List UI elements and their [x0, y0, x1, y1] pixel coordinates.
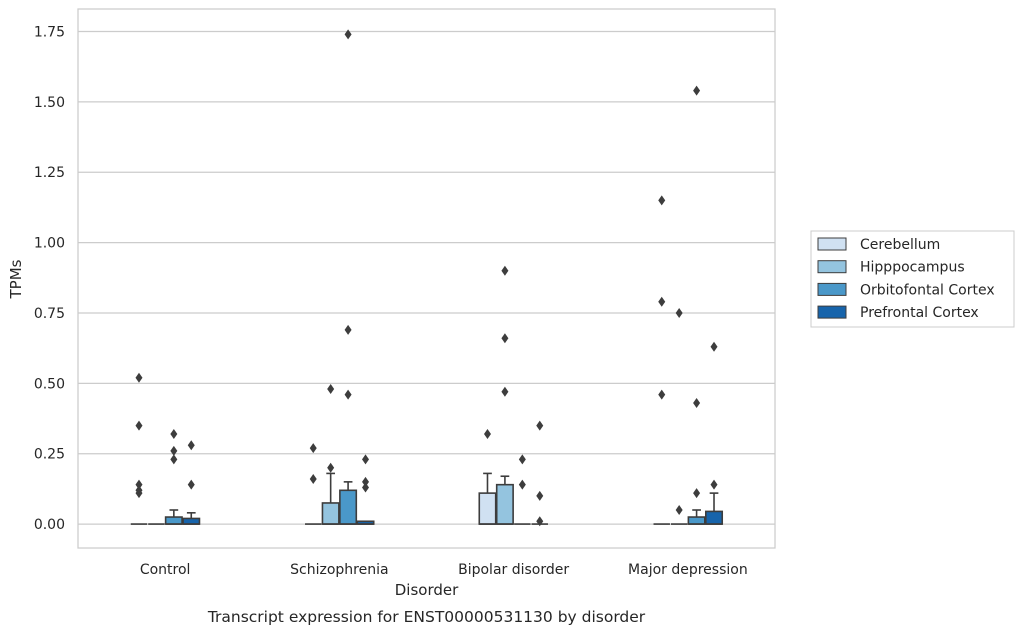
box	[670, 307, 688, 525]
y-tick-labels: 0.00 0.25 0.50 0.75 1.00 1.25 1.50 1.75	[34, 25, 65, 534]
outlier-point	[675, 307, 683, 318]
outlier-point	[135, 420, 143, 431]
legend-swatch	[817, 260, 847, 274]
box	[704, 341, 724, 525]
box-body	[687, 516, 706, 525]
outlier-point	[327, 462, 335, 473]
outlier-point	[362, 454, 370, 465]
outlier-point	[483, 429, 491, 440]
outlier-point	[536, 516, 544, 527]
outlier-point	[693, 85, 701, 96]
outlier-point	[710, 341, 718, 352]
outlier-point	[170, 429, 178, 440]
outlier-point	[675, 505, 683, 516]
outlier-point	[309, 474, 317, 485]
box-body	[704, 510, 724, 525]
box	[164, 429, 183, 525]
outlier-point	[170, 445, 178, 456]
x-tick-label: Major depression	[628, 562, 748, 578]
box-body	[164, 516, 183, 525]
outlier-point	[501, 333, 509, 344]
box-body	[182, 517, 201, 525]
outlier-point	[710, 479, 718, 490]
outlier-point	[693, 488, 701, 499]
outlier-point	[658, 195, 666, 206]
outlier-point	[135, 479, 143, 490]
box	[339, 29, 358, 525]
box	[356, 454, 375, 525]
outlier-point	[344, 324, 352, 335]
box-body	[321, 502, 340, 525]
outlier-point	[344, 29, 352, 40]
chart-caption: Transcript expression for ENST0000053113…	[207, 608, 646, 626]
outlier-point	[170, 454, 178, 465]
outlier-point	[362, 482, 370, 493]
box	[478, 429, 497, 525]
outlier-point	[658, 296, 666, 307]
plot-background	[78, 9, 775, 548]
outlier-point	[536, 490, 544, 501]
plot-frame	[77, 8, 776, 549]
outlier-point	[518, 454, 526, 465]
y-tick-label: 0.25	[34, 447, 65, 463]
outlier-point	[536, 420, 544, 431]
box	[531, 420, 548, 527]
outlier-point	[518, 479, 526, 490]
legend-label: Orbitofontal Cortex	[860, 282, 995, 298]
box	[321, 383, 340, 525]
box-body	[495, 483, 514, 525]
outlier-point	[135, 372, 143, 383]
y-axis-title: TPMs	[7, 259, 25, 299]
y-tick-label: 1.00	[34, 236, 65, 252]
boxes	[130, 29, 724, 527]
outlier-point	[309, 443, 317, 454]
box-body	[339, 489, 358, 525]
outlier-point	[693, 398, 701, 409]
x-axis-title: Disorder	[395, 581, 459, 599]
box-body	[478, 492, 497, 525]
outlier-point	[135, 488, 143, 499]
outlier-point	[187, 440, 195, 451]
y-tick-label: 1.75	[34, 25, 65, 41]
outlier-point	[501, 386, 509, 397]
outlier-point	[344, 389, 352, 400]
legend-swatch	[817, 282, 847, 296]
grid-lines	[78, 30, 775, 525]
x-tick-label: Bipolar disorder	[458, 562, 569, 578]
y-tick-label: 0.50	[34, 376, 65, 392]
box	[514, 454, 531, 525]
box	[495, 265, 514, 525]
outlier-point	[362, 476, 370, 487]
x-tick-labels: Control Schizophrenia Bipolar disorder Majo…	[140, 562, 748, 578]
x-tick-label: Control	[140, 562, 191, 578]
outlier-point	[501, 265, 509, 276]
box	[653, 195, 670, 525]
y-tick-label: 1.50	[34, 95, 65, 111]
legend-label: Prefrontal Cortex	[860, 305, 979, 321]
outlier-point	[327, 383, 335, 394]
y-tick-label: 0.00	[34, 517, 65, 533]
box	[182, 440, 201, 525]
legend-label: Cerebellum	[860, 237, 940, 253]
box	[687, 85, 706, 525]
y-tick-label: 1.25	[34, 165, 65, 181]
box	[305, 443, 322, 525]
legend-swatch	[817, 237, 847, 251]
y-tick-label: 0.75	[34, 306, 65, 322]
outlier-point	[658, 389, 666, 400]
box	[130, 372, 148, 525]
outlier-point	[187, 479, 195, 490]
legend-swatch	[817, 305, 847, 319]
legend-label: Hipppocampus	[860, 260, 965, 276]
legend: Cerebellum Hipppocampus Orbitofontal Corte…	[810, 230, 1015, 328]
x-tick-label: Schizophrenia	[290, 562, 388, 578]
